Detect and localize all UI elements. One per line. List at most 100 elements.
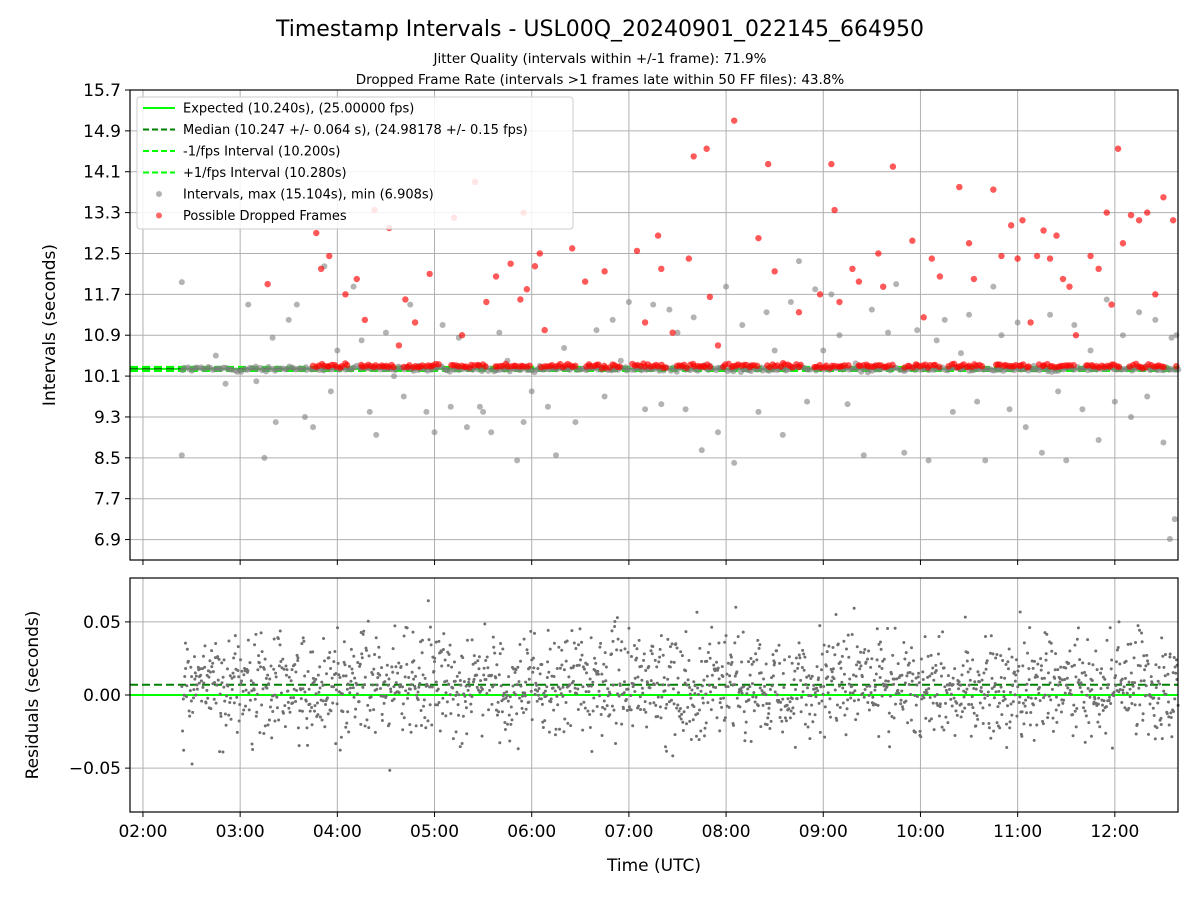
dropped-frame-point — [1025, 363, 1032, 370]
residual-point — [646, 681, 650, 685]
residual-point — [815, 686, 819, 690]
residual-point — [430, 685, 434, 689]
residual-point — [338, 748, 342, 752]
residual-point — [562, 730, 566, 734]
residual-point — [669, 660, 673, 664]
residual-point — [579, 702, 583, 706]
residual-point — [184, 695, 188, 699]
residual-point — [189, 665, 193, 669]
dropped-frame-point — [1053, 232, 1060, 239]
dropped-frame-point — [755, 234, 762, 242]
residual-point — [795, 697, 799, 701]
residual-point — [606, 694, 610, 698]
residual-point — [974, 687, 978, 691]
dropped-frame-point — [1095, 265, 1102, 273]
residual-point — [518, 642, 522, 646]
residual-point — [658, 647, 662, 651]
residual-point — [520, 706, 524, 710]
residual-point — [610, 704, 614, 708]
residual-point — [1134, 640, 1138, 644]
residual-point — [479, 679, 483, 683]
residual-point — [701, 701, 705, 705]
dropped-frame-point — [353, 275, 360, 283]
residual-point — [576, 708, 580, 712]
residual-point — [364, 648, 368, 652]
residual-point — [997, 689, 1001, 693]
residual-point — [903, 681, 907, 685]
residual-point — [557, 645, 561, 649]
residual-point — [505, 694, 509, 698]
residual-point — [1120, 700, 1124, 704]
residual-point — [401, 702, 405, 706]
residual-point — [972, 687, 976, 691]
residual-point — [1080, 690, 1084, 694]
residual-point — [1069, 692, 1073, 696]
residual-point — [657, 660, 661, 664]
residual-point — [684, 630, 688, 634]
residual-point — [866, 657, 870, 661]
residual-point — [728, 674, 732, 678]
residual-point — [427, 638, 431, 642]
residual-point — [1049, 641, 1053, 645]
residual-point — [352, 695, 356, 699]
residual-point — [591, 709, 595, 713]
residual-point — [454, 730, 458, 734]
residual-point — [954, 709, 958, 713]
residual-point — [1171, 671, 1175, 675]
residual-point — [787, 655, 791, 659]
residual-point — [358, 662, 362, 666]
residual-point — [986, 694, 990, 698]
residual-point — [908, 671, 912, 675]
residual-point — [750, 662, 754, 666]
interval-point — [178, 279, 185, 286]
residual-point — [1127, 706, 1131, 710]
residual-point — [385, 663, 389, 667]
residual-point — [719, 697, 723, 701]
residual-point — [479, 689, 483, 693]
residual-point — [438, 729, 442, 733]
interval-point — [1014, 319, 1021, 326]
x-tick-label: 05:00 — [410, 822, 459, 842]
residual-point — [447, 652, 451, 656]
residual-point — [1167, 723, 1171, 727]
residual-point — [919, 657, 923, 661]
residual-point — [346, 710, 350, 714]
residual-point — [261, 687, 265, 691]
residual-point — [717, 641, 721, 645]
residual-point — [626, 687, 630, 691]
residual-point — [1100, 703, 1104, 707]
residual-point — [200, 667, 204, 671]
residual-point — [800, 665, 804, 669]
residual-point — [520, 699, 524, 703]
residual-point — [300, 709, 304, 713]
interval-point — [1144, 393, 1151, 400]
residual-point — [855, 663, 859, 667]
y-tick-label: 11.7 — [83, 285, 121, 305]
residual-point — [433, 660, 437, 664]
residual-point — [631, 724, 635, 728]
residual-point — [1053, 668, 1057, 672]
residual-point — [549, 700, 553, 704]
residual-point — [639, 707, 643, 711]
residual-point — [617, 694, 621, 698]
residual-point — [452, 660, 456, 664]
residual-point — [459, 683, 463, 687]
residual-point — [235, 695, 239, 699]
residual-point — [880, 667, 884, 671]
residual-point — [976, 670, 980, 674]
residual-point — [1124, 659, 1128, 663]
residual-point — [1157, 665, 1161, 669]
interval-point — [731, 459, 738, 466]
residual-point — [321, 699, 325, 703]
residual-point — [867, 649, 871, 653]
residual-point — [700, 659, 704, 663]
residual-point — [1024, 688, 1028, 692]
interval-point — [423, 408, 430, 415]
residual-point — [676, 703, 680, 707]
residual-point — [992, 696, 996, 700]
residual-point — [946, 721, 950, 725]
residual-point — [258, 731, 262, 735]
residual-point — [794, 688, 798, 692]
residual-point — [488, 688, 492, 692]
residual-point — [267, 682, 271, 686]
